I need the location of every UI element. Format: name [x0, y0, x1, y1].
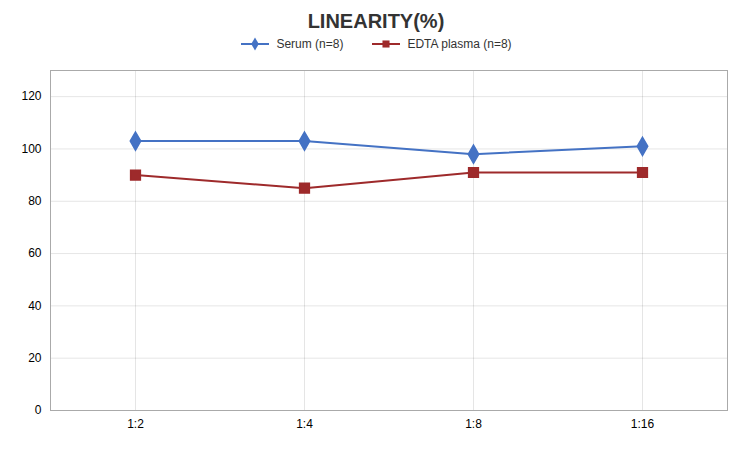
svg-text:40: 40	[28, 299, 42, 313]
svg-text:0: 0	[35, 403, 42, 417]
svg-text:120: 120	[21, 89, 41, 103]
svg-text:1:4: 1:4	[296, 417, 313, 431]
html-text:EDTA plasma (n=8): EDTA plasma (n=8)	[407, 37, 512, 51]
svg-text:20: 20	[28, 351, 42, 365]
svg-text:100: 100	[21, 142, 41, 156]
svg-text:60: 60	[28, 246, 42, 260]
html-text:LINEARITY(%): LINEARITY(%)	[307, 10, 445, 32]
svg-text:80: 80	[28, 194, 42, 208]
svg-text:1:8: 1:8	[465, 417, 482, 431]
svg-text:1:16: 1:16	[631, 417, 655, 431]
html-text:Serum (n=8): Serum (n=8)	[276, 37, 344, 51]
svg-text:1:2: 1:2	[127, 417, 144, 431]
